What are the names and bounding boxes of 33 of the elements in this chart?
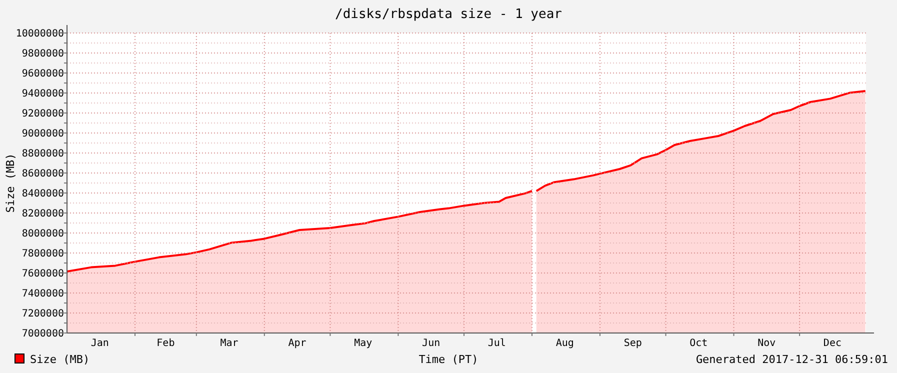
y-tick-label: 9200000 bbox=[22, 108, 64, 120]
y-tick-label: 8800000 bbox=[22, 148, 64, 160]
text: Generated 2017-12-31 06:59:01 bbox=[696, 353, 888, 366]
legend-label: Size (MB) bbox=[30, 353, 90, 366]
y-tick-label: 9000000 bbox=[22, 128, 64, 140]
x-axis-title: Time (PT) bbox=[418, 353, 478, 366]
x-tick-label: Nov bbox=[758, 338, 776, 349]
chart-title: /disks/rbspdata size - 1 year bbox=[335, 7, 562, 22]
y-tick-label: 7600000 bbox=[22, 268, 64, 280]
y-tick-label: 7200000 bbox=[22, 308, 64, 320]
y-tick-label: 7000000 bbox=[22, 328, 64, 340]
x-tick-label: Aug bbox=[556, 338, 574, 349]
y-tick-label: 8600000 bbox=[22, 168, 64, 180]
x-tick-label: Jul bbox=[488, 338, 506, 349]
y-tick-label: 8000000 bbox=[22, 228, 64, 240]
x-tick-label: Dec bbox=[823, 338, 842, 349]
x-tick-label: Apr bbox=[288, 338, 306, 349]
y-tick-label: 9800000 bbox=[22, 48, 64, 60]
x-tick-label: Jun bbox=[422, 338, 440, 349]
y-tick-label: 9600000 bbox=[22, 68, 64, 80]
y-tick-label: 7800000 bbox=[22, 248, 64, 260]
y-tick-label: 8200000 bbox=[22, 208, 64, 220]
y-tick-label: 9400000 bbox=[22, 88, 64, 100]
x-tick-label: Jan bbox=[90, 338, 109, 349]
y-tick-label: 10000000 bbox=[16, 28, 64, 40]
x-tick-label: Oct bbox=[690, 338, 708, 349]
x-tick-label: Mar bbox=[220, 338, 238, 349]
x-tick-label: Feb bbox=[156, 338, 175, 349]
y-axis-title: Size (MB) bbox=[4, 153, 17, 213]
y-tick-label: 8400000 bbox=[22, 188, 64, 200]
x-tick-label: Sep bbox=[624, 338, 642, 349]
x-tick-label: May bbox=[354, 338, 372, 349]
y-tick-label: 7400000 bbox=[22, 288, 64, 300]
